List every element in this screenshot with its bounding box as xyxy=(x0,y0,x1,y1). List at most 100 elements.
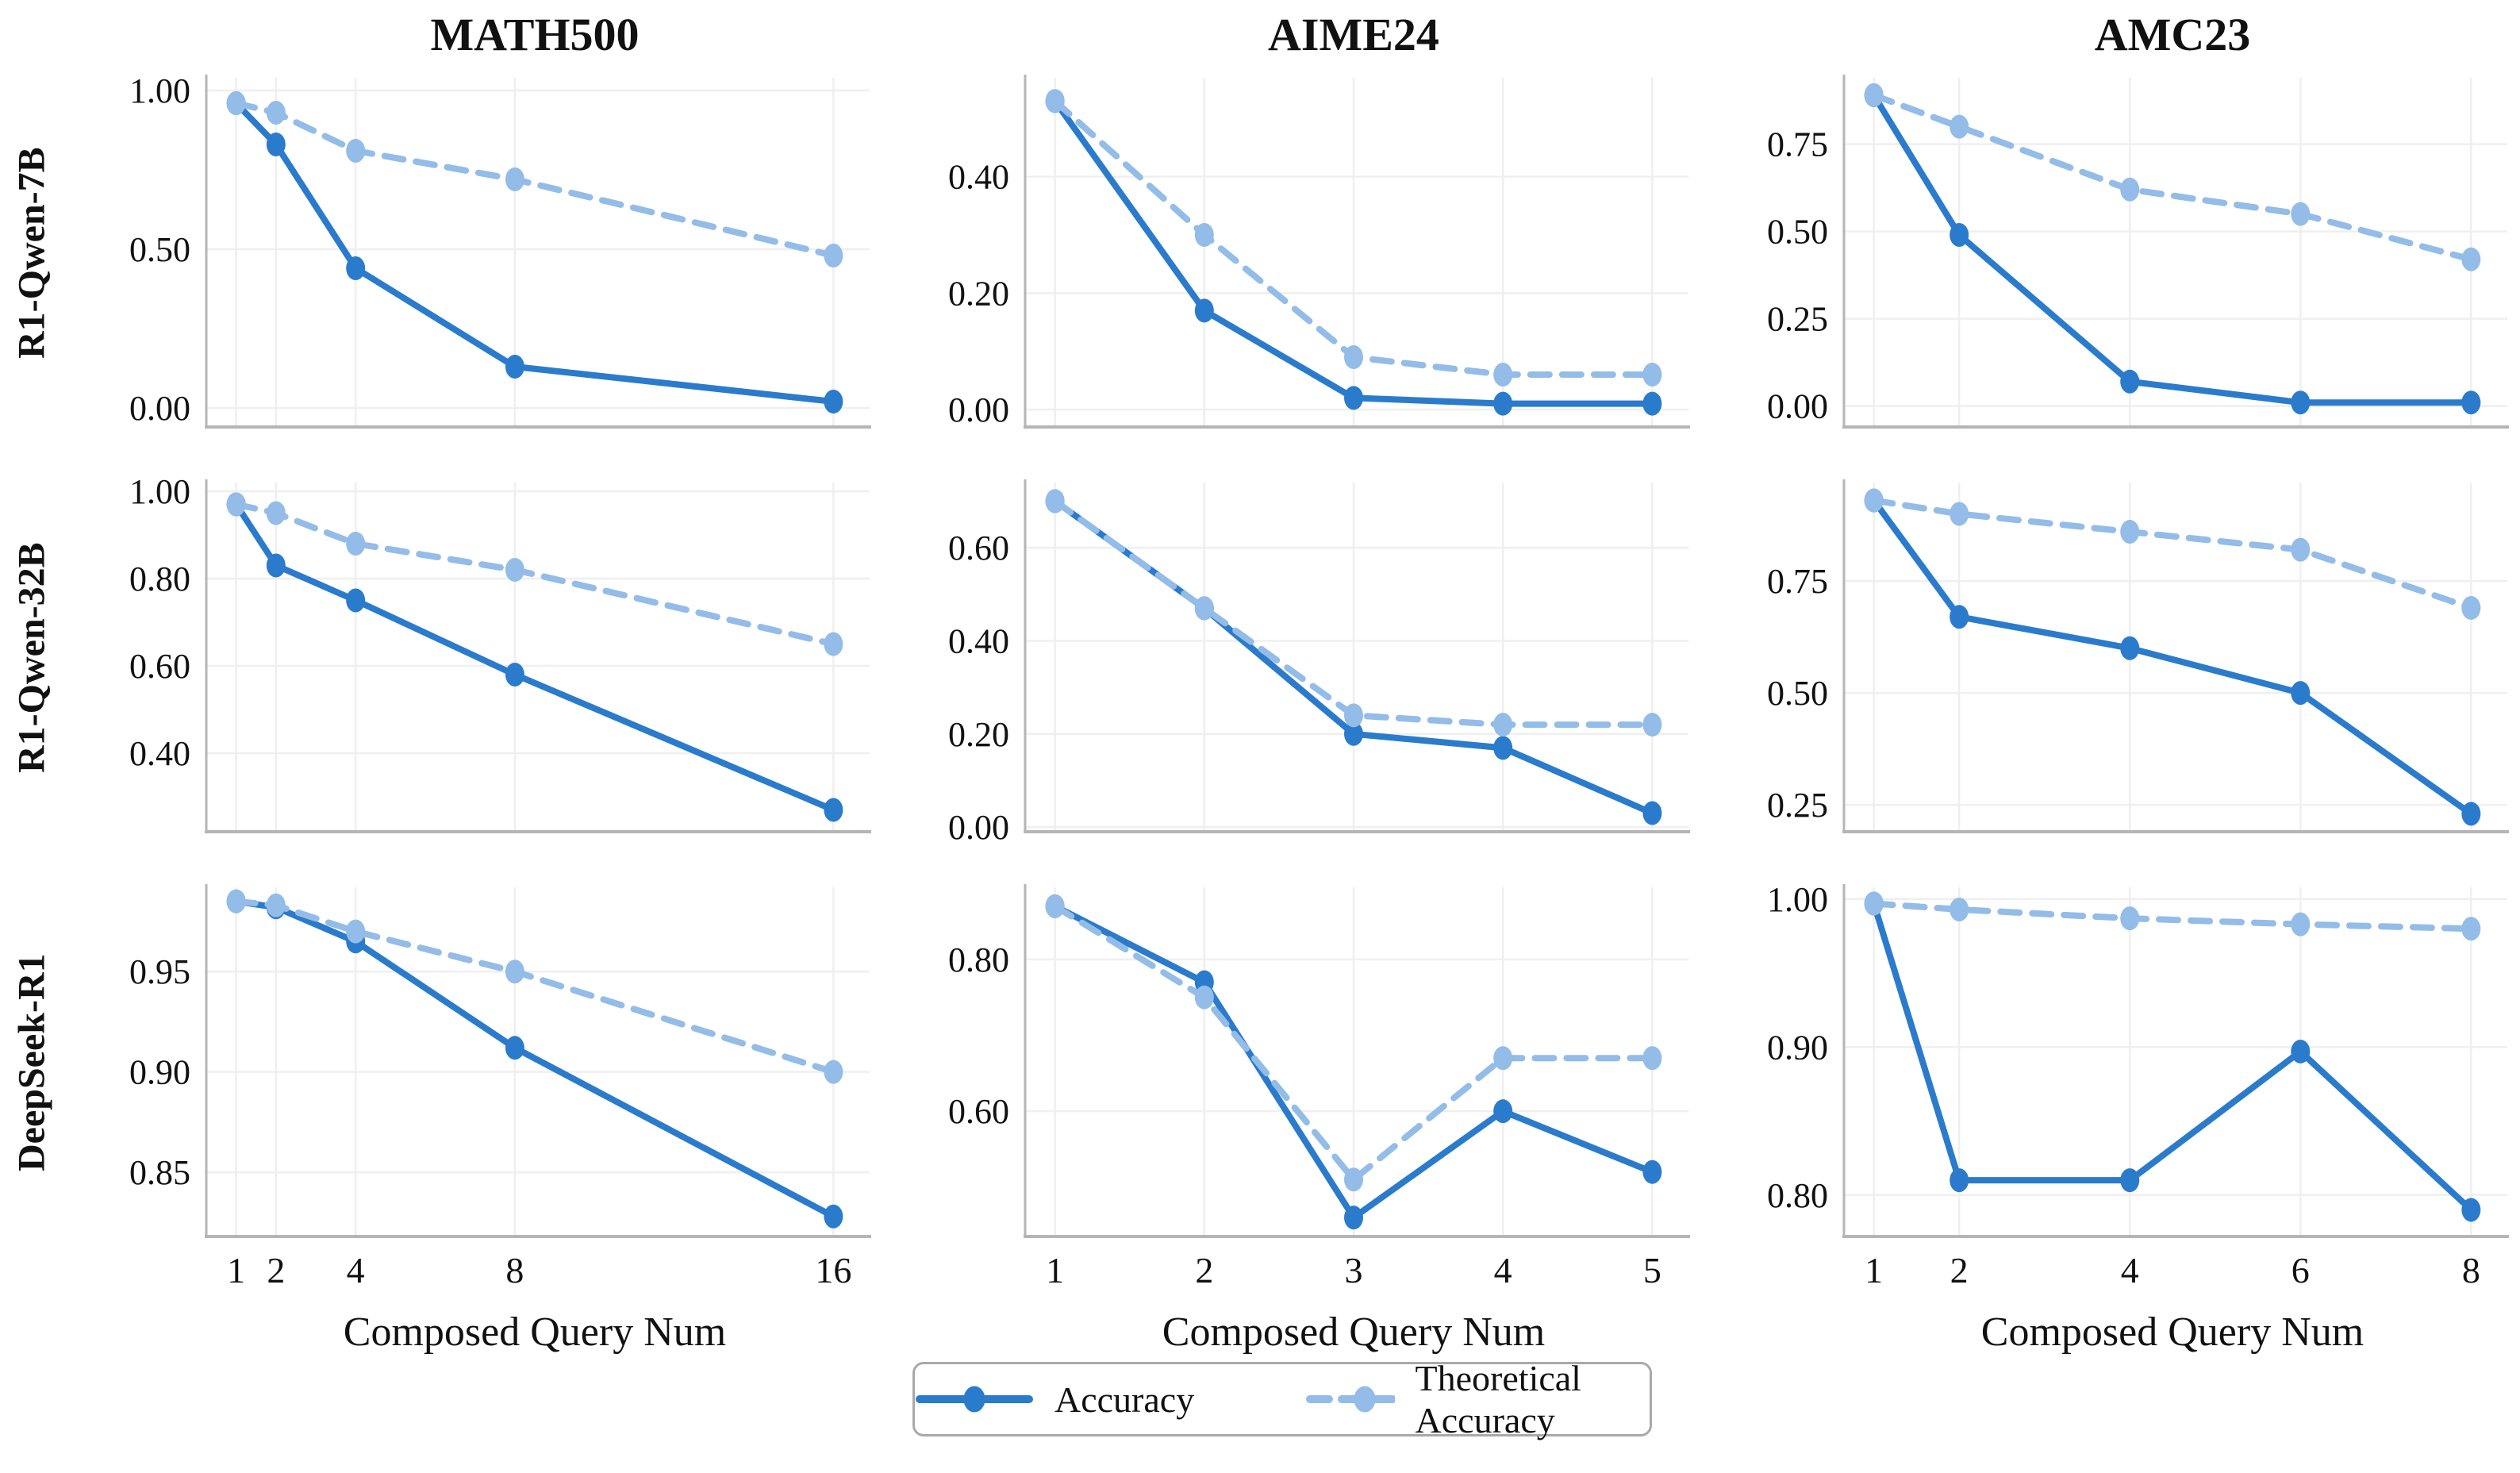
accuracy-marker xyxy=(1950,223,1969,247)
theoretical-accuracy-marker xyxy=(1493,713,1513,737)
y-tick-label: 0.80 xyxy=(129,560,190,598)
x-tick-label: 16 xyxy=(815,1250,851,1290)
plot-AMC23-DeepSeek-R1: 1.00 0.90 0.80 1 2 4 6 8 xyxy=(1767,880,2509,1290)
y-tick-label: 0.75 xyxy=(1767,562,1828,601)
y-tick-label: 0.80 xyxy=(1767,1176,1828,1215)
y-tick-label: 0.40 xyxy=(948,158,1009,197)
accuracy-line xyxy=(1870,900,2475,1213)
theoretical-accuracy-marker xyxy=(1194,223,1214,247)
legend-item-theoretical-accuracy: Theoretical Accuracy xyxy=(1305,1357,1650,1441)
column-title-aime24: AIME24 xyxy=(1268,9,1439,60)
theoretical-accuracy-marker xyxy=(346,919,366,944)
chart-amc23-r1-qwen-7b: 0.75 0.50 0.25 0.00 xyxy=(1709,70,2509,437)
accuracy-marker xyxy=(2291,681,2311,706)
plot-AIME24-R1-Qwen-32B: 0.60 0.40 0.20 0.00 xyxy=(948,479,1690,841)
chart-amc23-r1-qwen-32b: 0.75 0.50 0.25 xyxy=(1709,475,2509,841)
y-tick-label: 0.75 xyxy=(1767,125,1828,164)
accuracy-marker xyxy=(1950,605,1969,629)
accuracy-marker xyxy=(1950,1168,1969,1193)
theoretical-accuracy-marker xyxy=(824,632,843,656)
accuracy-marker xyxy=(505,355,524,379)
y-tick-label: 0.60 xyxy=(948,529,1009,567)
plot-MATH500-R1-Qwen-32B: 1.00 0.80 0.60 0.40 xyxy=(129,475,871,833)
theoretical-accuracy-marker xyxy=(1864,488,1884,513)
theoretical-accuracy-marker xyxy=(1194,985,1214,1010)
y-tick-label: 0.90 xyxy=(1767,1028,1828,1067)
theoretical-accuracy-marker xyxy=(1864,83,1884,107)
accuracy-marker xyxy=(2120,1168,2140,1193)
y-tick-label: 0.25 xyxy=(1767,786,1828,825)
accuracy-marker xyxy=(2291,390,2311,415)
plot-MATH500-R1-Qwen-7B: 1.00 0.50 0.00 xyxy=(129,71,871,429)
accuracy-marker xyxy=(1194,298,1214,323)
y-tick-label: 0.40 xyxy=(948,621,1009,660)
y-tick-label: 1.00 xyxy=(1767,880,1828,919)
accuracy-line xyxy=(232,501,837,813)
plot-MATH500-DeepSeek-R1: 0.95 0.90 0.85 1 2 4 8 16 xyxy=(129,884,871,1290)
theoretical-accuracy-line xyxy=(232,501,837,648)
x-axis-label-amc23: Composed Query Num xyxy=(1980,1310,2364,1355)
column-title-math500: MATH500 xyxy=(430,9,640,60)
accuracy-marker xyxy=(2461,390,2481,415)
accuracy-marker xyxy=(346,588,366,613)
x-tick-label: 6 xyxy=(2291,1250,2310,1290)
accuracy-line xyxy=(1870,497,2475,817)
column-title-amc23: AMC23 xyxy=(2094,9,2251,60)
theoretical-accuracy-marker xyxy=(226,492,246,517)
y-tick-label: 0.90 xyxy=(129,1053,190,1092)
theoretical-accuracy-marker xyxy=(2291,537,2311,562)
theoretical-accuracy-marker xyxy=(1642,713,1662,737)
legend-item-accuracy: Accuracy xyxy=(915,1379,1194,1421)
x-tick-label: 1 xyxy=(227,1250,245,1290)
y-tick-label: 0.40 xyxy=(129,734,190,773)
theoretical-accuracy-marker xyxy=(2461,917,2481,941)
x-tick-label: 4 xyxy=(2121,1250,2139,1290)
theoretical-accuracy-marker xyxy=(2291,912,2311,936)
y-tick-label: 0.20 xyxy=(948,715,1009,754)
accuracy-marker xyxy=(1493,1099,1513,1124)
theoretical-accuracy-marker xyxy=(1493,363,1513,387)
theoretical-accuracy-marker xyxy=(1864,891,1884,916)
x-tick-label: 4 xyxy=(1494,1250,1512,1290)
theoretical-accuracy-marker xyxy=(505,167,524,191)
y-tick-label: 0.20 xyxy=(948,274,1009,313)
accuracy-marker xyxy=(346,256,366,280)
accuracy-marker xyxy=(1493,391,1513,416)
theoretical-accuracy-marker xyxy=(2461,595,2481,620)
accuracy-marker xyxy=(1344,386,1363,410)
theoretical-accuracy-marker xyxy=(1045,894,1065,918)
accuracy-marker xyxy=(2291,1039,2311,1063)
y-tick-label: 0.60 xyxy=(948,1092,1009,1131)
theoretical-accuracy-marker xyxy=(346,532,366,556)
theoretical-accuracy-marker xyxy=(505,558,524,582)
accuracy-line xyxy=(1870,92,2475,406)
theoretical-accuracy-marker xyxy=(1642,363,1662,387)
x-axis-label-aime24: Composed Query Num xyxy=(1162,1310,1546,1355)
accuracy-marker xyxy=(824,390,843,413)
theoretical-accuracy-line-swatch xyxy=(1306,1386,1395,1413)
y-tick-label: 0.80 xyxy=(948,940,1009,979)
chart-aime24-r1-qwen-32b: 0.60 0.40 0.20 0.00 xyxy=(890,475,1690,841)
chart-math500-r1-qwen-7b: 1.00 0.50 0.00 xyxy=(71,70,871,437)
accuracy-line-swatch xyxy=(916,1386,1033,1413)
y-tick-label: 0.00 xyxy=(948,390,1009,429)
x-tick-label: 1 xyxy=(1865,1250,1883,1290)
theoretical-accuracy-marker xyxy=(1194,596,1214,621)
x-tick-label: 5 xyxy=(1643,1250,1661,1290)
accuracy-marker xyxy=(2461,1198,2481,1222)
theoretical-accuracy-marker xyxy=(1950,502,1969,526)
theoretical-accuracy-marker xyxy=(2120,520,2140,544)
chart-math500-deepseek-r1: 0.95 0.90 0.85 1 2 4 8 16 xyxy=(71,879,871,1308)
theoretical-accuracy-marker xyxy=(226,889,246,913)
accuracy-marker xyxy=(1493,736,1513,760)
plot-AIME24-R1-Qwen-7B: 0.40 0.20 0.00 xyxy=(948,75,1690,429)
theoretical-accuracy-marker xyxy=(2120,177,2140,202)
accuracy-marker xyxy=(824,1204,843,1229)
accuracy-marker xyxy=(824,798,843,822)
y-tick-label: 1.00 xyxy=(129,475,190,511)
accuracy-marker xyxy=(2461,802,2481,826)
legend-label-accuracy: Accuracy xyxy=(1054,1379,1195,1420)
x-tick-label: 4 xyxy=(347,1250,365,1290)
chart-amc23-deepseek-r1: 1.00 0.90 0.80 1 2 4 6 8 xyxy=(1709,879,2509,1308)
